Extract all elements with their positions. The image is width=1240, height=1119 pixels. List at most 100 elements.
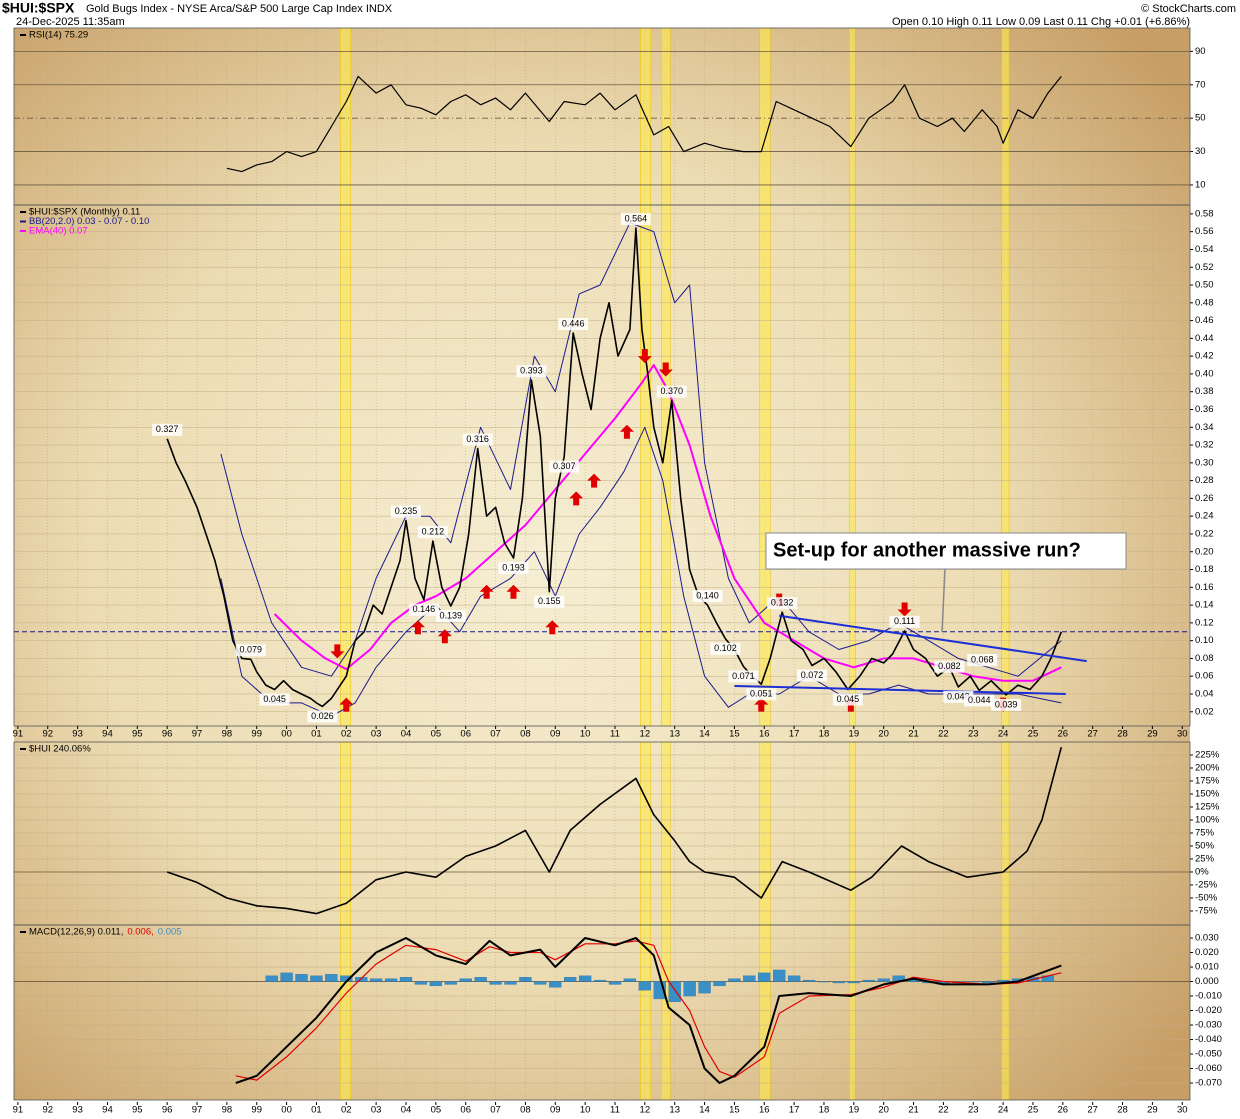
annotation-box xyxy=(408,603,439,616)
x-tick-label: 07 xyxy=(490,1105,501,1116)
annotation-box xyxy=(656,385,687,398)
histogram-bar xyxy=(743,975,756,982)
annotation-label: 0.072 xyxy=(801,670,824,680)
histogram-bar xyxy=(429,981,443,987)
annotation-box xyxy=(259,693,290,706)
y-tick-label: -0.050 xyxy=(1195,1049,1222,1060)
x-tick-label: 30 xyxy=(1177,1105,1188,1116)
x-tick-label: 96 xyxy=(162,729,173,740)
highlight-band xyxy=(640,742,652,925)
x-tick-label: 21 xyxy=(908,729,919,740)
highlight-band xyxy=(849,205,856,726)
x-tick-label: 99 xyxy=(251,729,262,740)
highlight-band xyxy=(340,742,352,925)
series-line xyxy=(235,940,1062,1081)
annotation-box xyxy=(967,654,998,667)
histogram-bar xyxy=(399,977,413,982)
y-tick-label: -75% xyxy=(1195,905,1218,916)
panel-frame xyxy=(13,924,1191,1101)
symbol: $HUI:$SPX xyxy=(2,0,75,16)
y-tick-label: 0.08 xyxy=(1195,653,1214,664)
x-tick-label: 27 xyxy=(1087,729,1098,740)
highlight-band xyxy=(640,205,652,726)
up-arrow xyxy=(754,697,769,712)
y-tick-label: 0.52 xyxy=(1195,262,1214,273)
panel xyxy=(14,28,1190,205)
annotation-label: 0.212 xyxy=(422,526,445,536)
annotation-box xyxy=(235,644,266,657)
annotation-label: 0.316 xyxy=(466,434,489,444)
x-tick-label: 94 xyxy=(102,729,113,740)
annotation-label: 0.044 xyxy=(968,695,991,705)
y-tick-label: 0.14 xyxy=(1195,600,1214,611)
x-tick-label: 23 xyxy=(968,729,979,740)
panel-frame xyxy=(13,204,1191,727)
x-tick-label: 05 xyxy=(431,729,442,740)
histogram-bar xyxy=(325,974,338,982)
annotation-box xyxy=(797,669,828,682)
histogram-bar xyxy=(474,977,487,982)
up-arrow xyxy=(569,491,584,506)
panel xyxy=(14,925,1190,1100)
x-tick-label: 27 xyxy=(1087,1105,1098,1116)
y-tick-label: 175% xyxy=(1195,776,1220,787)
legend-label: MACD(12,26,9) 0.011, xyxy=(29,927,123,938)
x-tick-label: 10 xyxy=(580,1105,591,1116)
histogram-bar xyxy=(504,981,517,985)
x-tick-label: 13 xyxy=(669,729,680,740)
x-tick-label: 20 xyxy=(878,1105,889,1116)
annotation-label: 0.026 xyxy=(311,711,334,721)
x-tick-label: 09 xyxy=(550,1105,561,1116)
x-tick-label: 18 xyxy=(819,1105,830,1116)
y-tick-label: -0.040 xyxy=(1195,1034,1222,1045)
index-name: Gold Bugs Index - NYSE Arca/S&P 500 Larg… xyxy=(86,3,393,15)
annotation-label: 0.082 xyxy=(938,661,961,671)
annotation-label: 0.446 xyxy=(562,318,585,328)
timestamp: 24-Dec-2025 11:35am xyxy=(16,16,125,28)
histogram-bar xyxy=(713,981,726,987)
y-tick-label: 10 xyxy=(1195,179,1206,190)
annotation-label: 0.146 xyxy=(413,604,436,614)
x-tick-label: 93 xyxy=(72,729,83,740)
x-tick-label: 96 xyxy=(162,1105,173,1116)
x-tick-label: 06 xyxy=(460,729,471,740)
histogram-bar xyxy=(638,981,651,991)
annotation-label: 0.102 xyxy=(714,643,737,653)
highlight-band xyxy=(661,205,671,726)
highlight-band xyxy=(1001,925,1010,1100)
x-tick-label: 11 xyxy=(610,1105,620,1116)
annotation-box xyxy=(498,561,529,574)
legend-label: $HUI 240.06% xyxy=(29,744,91,755)
x-tick-label: 23 xyxy=(968,1105,979,1116)
histogram-bar xyxy=(996,979,1010,982)
histogram-bar xyxy=(534,981,547,985)
histogram-bar xyxy=(549,981,562,988)
callout-pointer xyxy=(941,568,946,633)
legend-label: $HUI:$SPX (Monthly) 0.11 xyxy=(29,207,140,218)
x-tick-label: 25 xyxy=(1028,1105,1039,1116)
histogram-bar xyxy=(444,981,457,985)
x-tick-label: 20 xyxy=(878,729,889,740)
annotation-box xyxy=(991,698,1022,711)
y-tick-label: 0.16 xyxy=(1195,582,1214,593)
x-tick-label: 29 xyxy=(1147,729,1158,740)
panel: 0.327 0.079 0.045 0.026 0.235 0.212 0.146 0.139… xyxy=(14,205,1190,726)
highlight-band xyxy=(759,28,771,205)
highlight-band xyxy=(340,205,352,726)
x-tick-label: 01 xyxy=(311,1105,322,1116)
x-tick-label: 11 xyxy=(610,729,620,740)
x-tick-label: 13 xyxy=(669,1105,680,1116)
x-tick-label: 02 xyxy=(341,1105,352,1116)
annotation-label: 0.155 xyxy=(538,596,561,606)
highlight-band xyxy=(340,28,352,205)
x-tick-label: 24 xyxy=(998,729,1009,740)
legend-label: EMA(40) 0.07 xyxy=(29,226,88,237)
y-tick-label: -0.030 xyxy=(1195,1020,1222,1031)
y-tick-label: 0.48 xyxy=(1195,297,1214,308)
histogram-bar xyxy=(489,981,502,985)
highlight-band xyxy=(661,28,671,205)
x-tick-label: 26 xyxy=(1058,729,1069,740)
up-arrow xyxy=(410,620,425,635)
annotation-box xyxy=(832,693,863,706)
